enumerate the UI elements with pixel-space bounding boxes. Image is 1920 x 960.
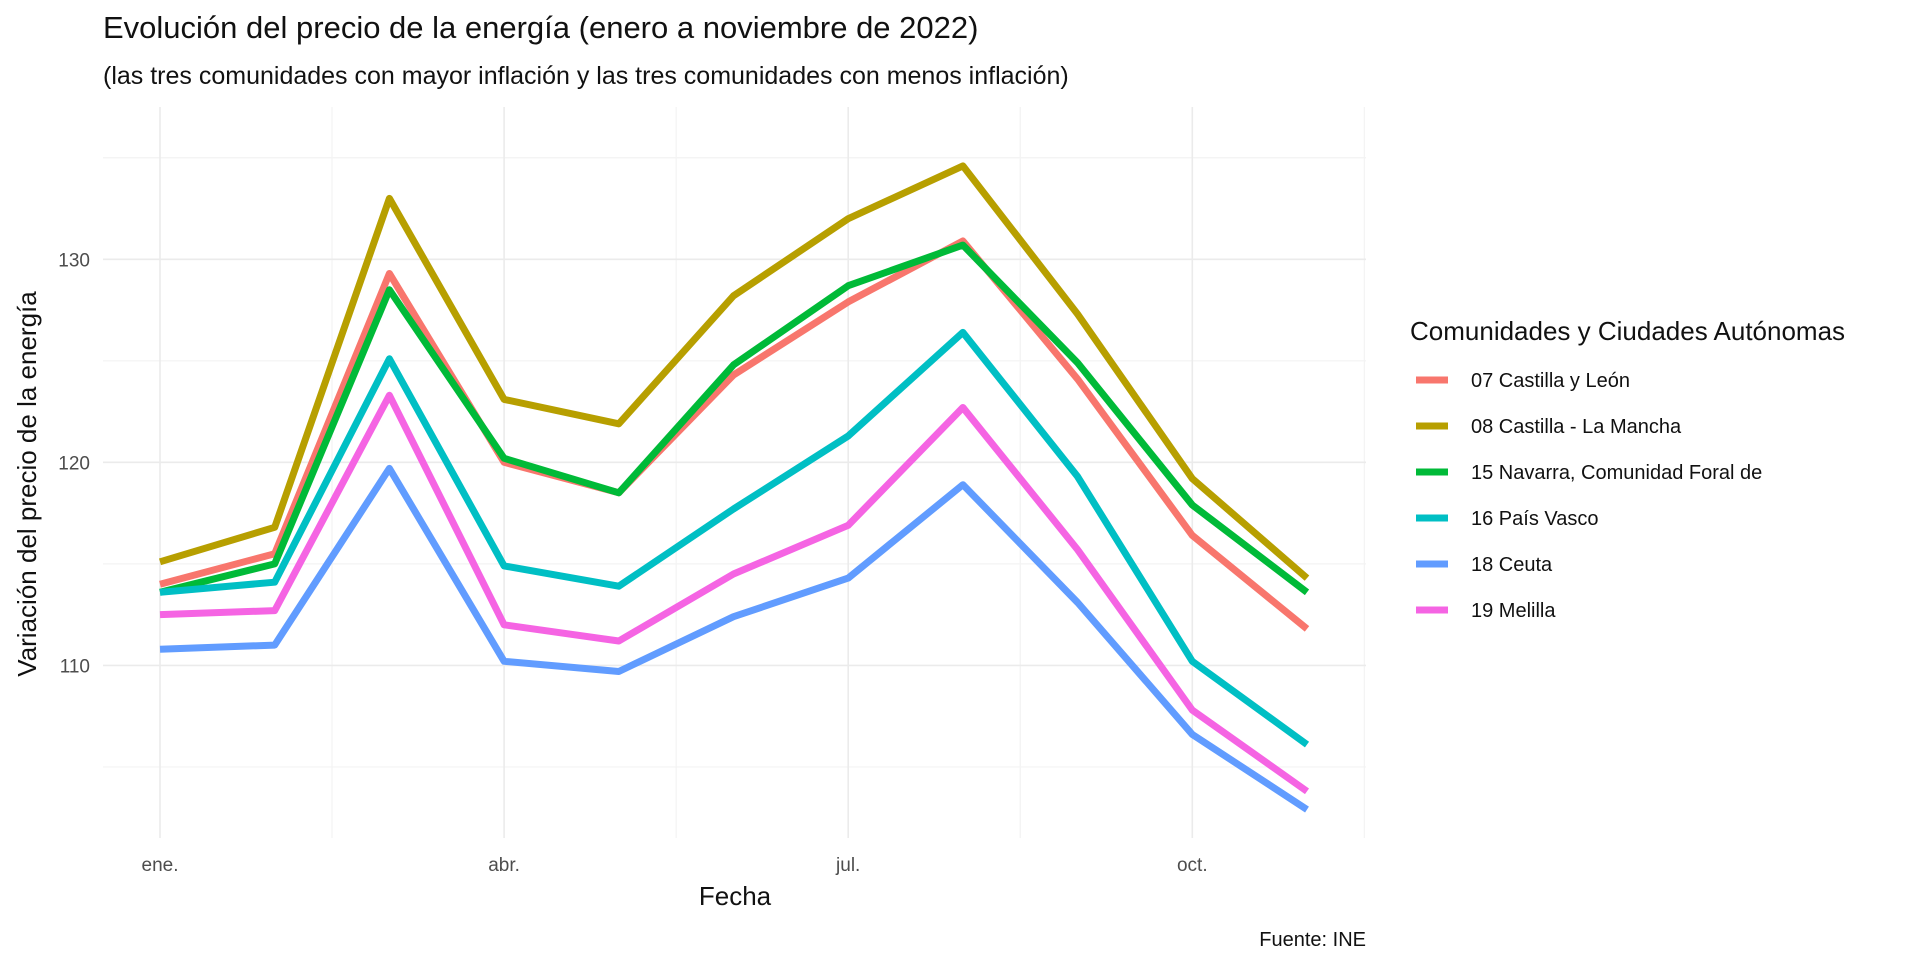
x-tick-label: ene.: [142, 855, 179, 876]
legend-label: 19 Melilla: [1471, 600, 1556, 622]
legend-label: 15 Navarra, Comunidad Foral de: [1471, 462, 1762, 484]
y-axis-title: Variación del precio de la energía: [12, 291, 42, 677]
series-line-4: [159, 328, 1310, 748]
chart-title: Evolución del precio de la energía (ener…: [103, 10, 978, 45]
series-line-3: [159, 241, 1310, 596]
x-tick-label: jul.: [835, 855, 860, 876]
legend-label: 16 País Vasco: [1471, 508, 1598, 530]
series-line-6: [159, 391, 1310, 795]
legend-label: 08 Castilla - La Mancha: [1471, 416, 1682, 438]
y-axis-tick-labels: 110 120 130: [58, 250, 90, 677]
y-tick-label: 110: [60, 656, 90, 677]
plot-panel: [103, 107, 1366, 838]
legend-items: 07 Castilla y León 08 Castilla - La Manch…: [1416, 370, 1762, 622]
x-axis-title: Fecha: [699, 881, 772, 911]
legend-label: 18 Ceuta: [1471, 554, 1553, 576]
series-lines: [158, 162, 1310, 813]
x-tick-label: abr.: [488, 855, 520, 876]
y-tick-label: 120: [58, 453, 90, 474]
legend-label: 07 Castilla y León: [1471, 370, 1630, 392]
y-tick-label: 130: [58, 250, 90, 271]
series-line-5: [159, 464, 1309, 813]
x-axis-tick-labels: ene. abr. jul. oct.: [142, 855, 1208, 876]
series-line-1: [159, 237, 1310, 632]
series-line-2: [158, 162, 1310, 581]
chart-subtitle: (las tres comunidades con mayor inflació…: [103, 62, 1069, 90]
x-tick-label: oct.: [1177, 855, 1208, 876]
legend: Comunidades y Ciudades Autónomas 07 Cast…: [1410, 316, 1845, 622]
legend-title: Comunidades y Ciudades Autónomas: [1410, 316, 1845, 346]
chart-caption: Fuente: INE: [1259, 929, 1366, 951]
